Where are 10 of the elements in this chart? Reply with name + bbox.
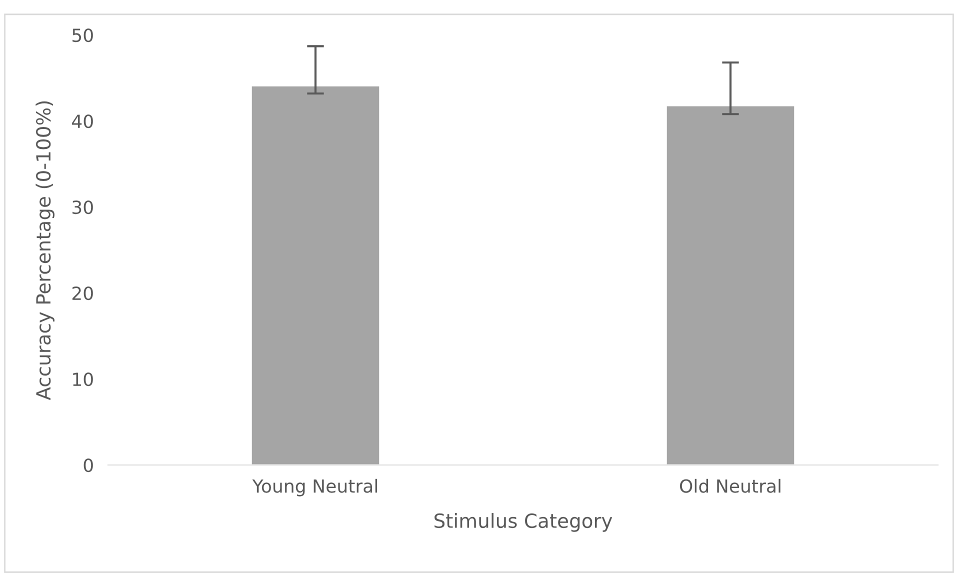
x-tick-label: Old Neutral bbox=[680, 478, 780, 493]
y-tick-label: 20 bbox=[72, 286, 93, 300]
y-axis-title: Accuracy Percentage (0-100%) bbox=[36, 101, 54, 400]
x-axis-title: Stimulus Category bbox=[434, 513, 612, 532]
y-tick-label: 10 bbox=[73, 372, 93, 386]
y-tick-label: 40 bbox=[72, 114, 93, 128]
y-tick-label: 30 bbox=[72, 200, 93, 214]
y-tick-label: 0 bbox=[84, 458, 93, 472]
y-tick-label: 50 bbox=[72, 28, 93, 42]
x-tick-label: Young Neutral bbox=[252, 478, 378, 496]
